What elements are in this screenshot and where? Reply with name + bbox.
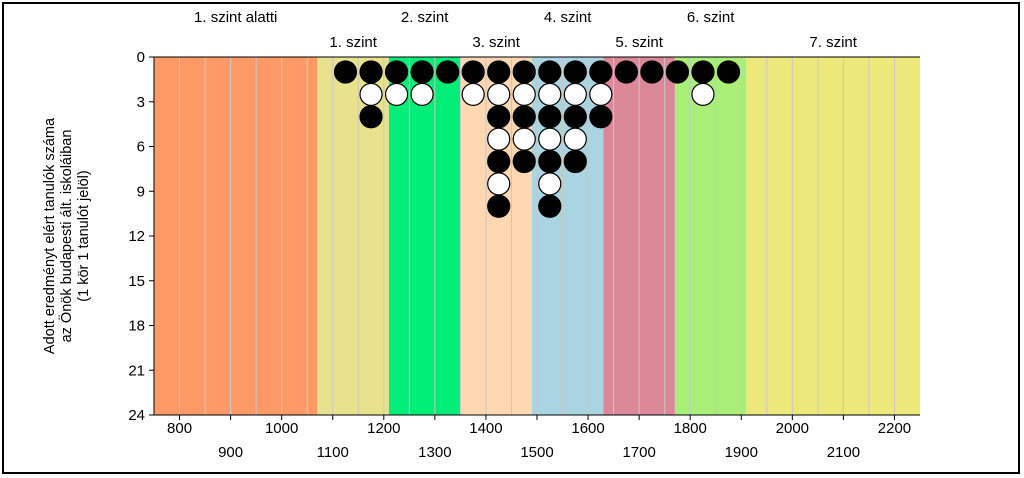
axes — [149, 56, 920, 420]
vertical-gridlines — [179, 57, 895, 415]
student-marker — [461, 60, 485, 84]
student-marker — [563, 82, 587, 106]
x-tick-label: 1400 — [469, 420, 502, 437]
student-marker — [614, 60, 638, 84]
level-label: 1. szint — [329, 34, 377, 51]
student-marker — [487, 149, 511, 174]
x-tick-label: 900 — [218, 444, 243, 461]
band-7 — [674, 57, 747, 415]
level-label: 6. szint — [687, 9, 735, 26]
student-marker — [665, 60, 690, 84]
student-marker — [538, 194, 562, 218]
student-marker — [538, 127, 562, 151]
student-marker — [333, 60, 358, 84]
x-tick-label: 2000 — [776, 420, 809, 437]
band-8 — [746, 57, 920, 415]
student-marker — [512, 105, 536, 129]
level-label: 2. szint — [401, 9, 449, 26]
student-marker — [487, 194, 511, 218]
student-marker — [563, 127, 587, 151]
student-marker — [384, 60, 409, 84]
student-marker — [538, 172, 562, 196]
student-marker — [538, 105, 562, 129]
x-tick-label: 1000 — [265, 420, 298, 437]
student-marker — [716, 60, 741, 84]
student-marker — [563, 60, 587, 84]
tick-labels: 0 3 6 9 12 15 18 21 24 800 1000 1200 1400 1600 1800 200… — [128, 49, 911, 461]
student-marker — [538, 60, 562, 84]
y-tick-label: 0 — [137, 49, 145, 66]
student-marker — [563, 149, 587, 174]
level-label: 5. szint — [615, 34, 663, 51]
band-3 — [388, 57, 461, 415]
student-marker — [589, 60, 613, 84]
student-marker — [487, 60, 511, 84]
student-marker — [512, 149, 536, 174]
level-label: 4. szint — [544, 9, 592, 26]
student-marker — [691, 60, 715, 84]
y-tick-label: 15 — [128, 273, 145, 290]
student-marker — [359, 60, 383, 84]
x-tick-label: 1300 — [418, 444, 451, 461]
x-tick-label: 1900 — [725, 444, 758, 461]
y-tick-label: 21 — [128, 362, 145, 379]
y-tick-label: 18 — [128, 318, 145, 335]
student-marker — [487, 105, 511, 129]
student-marker — [538, 82, 562, 106]
x-tick-label: 800 — [167, 420, 192, 437]
x-tick-label: 1100 — [317, 444, 349, 461]
y-axis-label: Adott eredményt elért tanulók számaaz Ön… — [42, 117, 92, 354]
x-tick-label: 2100 — [827, 444, 860, 461]
y-tick-label: 6 — [137, 139, 145, 156]
level-label: 1. szint alatti — [194, 9, 277, 26]
student-marker — [410, 60, 434, 84]
y-tick-label: 12 — [128, 228, 145, 245]
x-tick-label: 1600 — [571, 420, 604, 437]
student-marker — [640, 60, 664, 84]
student-marker — [563, 105, 587, 129]
student-marker — [487, 127, 511, 151]
x-tick-label: 1200 — [367, 420, 400, 437]
student-marker — [512, 127, 536, 151]
student-marker — [512, 60, 536, 84]
student-marker — [384, 82, 409, 106]
x-tick-label: 2200 — [878, 420, 911, 437]
student-marker — [410, 82, 434, 106]
y-axis-label-line: Adott eredményt elért tanulók száma — [42, 117, 58, 354]
student-marker — [538, 149, 562, 174]
student-marker — [461, 82, 485, 106]
y-axis-label-line: (1 kör 1 tanulót jelöl) — [76, 170, 92, 301]
student-marker — [436, 60, 460, 84]
x-tick-label: 1500 — [520, 444, 553, 461]
y-tick-label: 9 — [137, 183, 145, 200]
student-marker — [487, 82, 511, 106]
student-marker — [487, 172, 511, 196]
student-markers — [333, 60, 741, 218]
level-label: 3. szint — [472, 34, 520, 51]
y-tick-label: 24 — [128, 407, 145, 424]
student-marker — [589, 105, 613, 129]
x-tick-label: 1800 — [674, 420, 707, 437]
level-labels: 1. szint alatti 1. szint 2. szint 3. szint 4… — [194, 9, 858, 51]
student-marker — [589, 82, 613, 106]
x-tick-label: 1700 — [622, 444, 655, 461]
student-marker — [512, 82, 536, 106]
y-tick-label: 3 — [137, 94, 145, 111]
student-marker — [359, 82, 383, 106]
student-marker — [691, 82, 715, 106]
y-axis-label-line: az Önök budapesti ált. iskoláiban — [57, 130, 75, 343]
level-label: 7. szint — [809, 34, 857, 51]
student-marker — [359, 105, 383, 129]
band-1 — [154, 57, 318, 415]
